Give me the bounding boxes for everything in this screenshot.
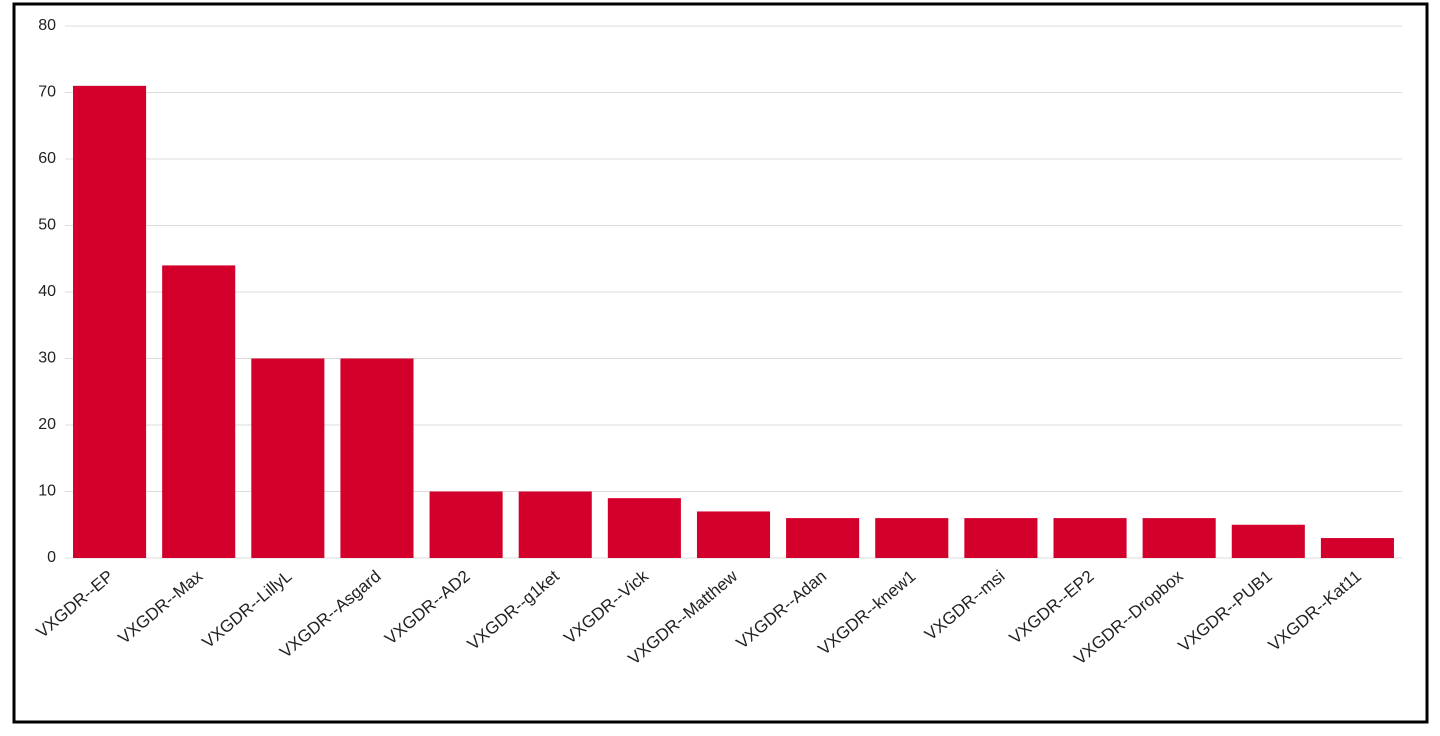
y-tick-label: 70	[38, 84, 56, 101]
y-tick-label: 80	[38, 17, 56, 34]
y-tick-label: 30	[38, 350, 56, 367]
bar	[73, 85, 147, 558]
y-tick-label: 40	[38, 283, 56, 300]
bar	[964, 518, 1038, 558]
x-tick-label: VXGDR--LillyL	[199, 567, 296, 653]
bar	[518, 491, 592, 558]
bar	[1231, 524, 1305, 558]
bar	[429, 491, 503, 558]
y-tick-label: 10	[38, 483, 56, 500]
bar	[1053, 518, 1127, 558]
bar	[696, 511, 771, 558]
x-tick-label: VXGDR--Vick	[560, 566, 652, 647]
y-tick-label: 50	[38, 217, 56, 234]
x-tick-label: VXGDR--PUB1	[1175, 567, 1276, 656]
bar	[607, 498, 681, 558]
bar	[786, 518, 860, 558]
bar	[340, 358, 414, 558]
x-tick-label: VXGDR--msi	[921, 567, 1008, 645]
x-tick-label: VXGDR--Max	[114, 566, 206, 648]
frame	[12, 2, 1429, 724]
bar	[1142, 518, 1216, 558]
x-tick-label: VXGDR--g1ket	[464, 566, 563, 654]
x-tick-label: VXGDR--knew1	[814, 567, 919, 659]
x-tick-label: VXGDR--Adan	[733, 567, 831, 653]
y-tick-label: 20	[38, 416, 56, 433]
bar	[875, 518, 949, 558]
x-tick-label: VXGDR--EP2	[1006, 567, 1098, 648]
x-tick-label: VXGDR--Kat11	[1265, 567, 1365, 655]
bar	[162, 265, 236, 558]
x-tick-label: VXGDR--AD2	[381, 567, 474, 649]
bar	[1320, 538, 1394, 558]
x-tick-label: VXGDR--EP	[33, 567, 118, 642]
bar	[251, 358, 325, 558]
y-tick-label: 60	[38, 150, 56, 167]
y-tick-label: 0	[47, 549, 56, 566]
